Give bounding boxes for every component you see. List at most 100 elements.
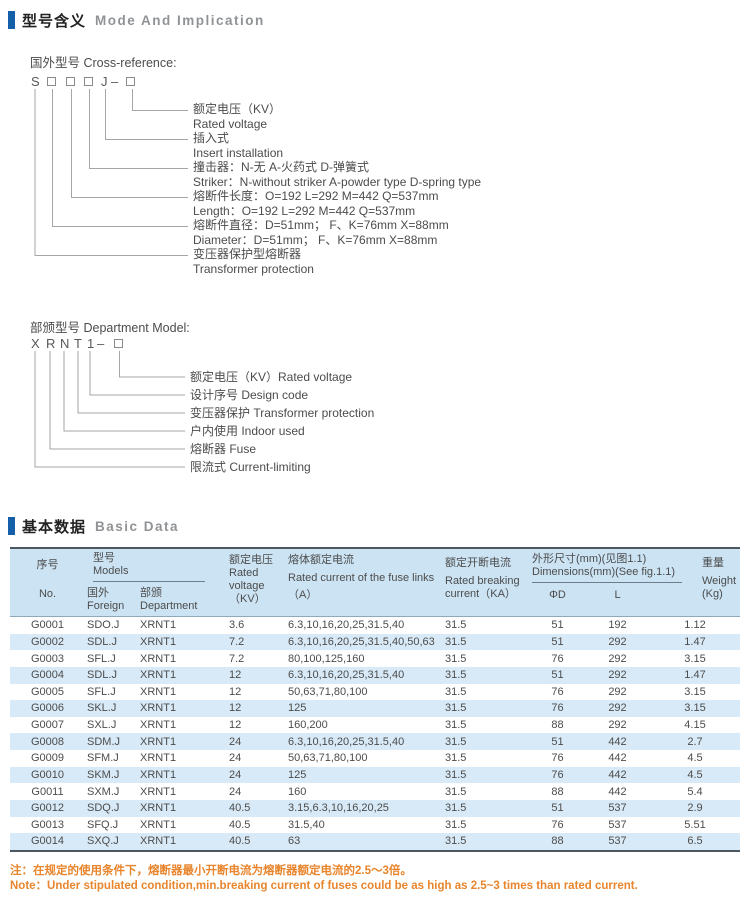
table-row: G0014 SXQ.J XRNT1 40.5 63 31.5 88 537 6.… [10,833,740,850]
cell-fuse-current: 6.3,10,16,20,25,31.5,40 [288,735,405,748]
cell-fuse-current: 80,100,125,160 [288,652,365,665]
diagram-department-caption: 部颁型号 Department Model: [30,321,190,335]
cell-weight: 5.51 [684,818,706,831]
cell-no: G0010 [30,768,65,781]
model-code-label: 限流式 Current-limiting [190,460,311,474]
label-cn: 插入式 [193,131,230,145]
cell-length: 292 [608,669,627,682]
cell-voltage: 24 [229,785,242,798]
section-accent-bar [8,517,15,535]
cell-diameter: 76 [551,685,564,698]
col-header-diameter: ΦD [549,589,566,601]
table-row: G0012 SDQ.J XRNT1 40.5 3.15,6.3,10,16,20… [10,799,740,817]
section-accent-bar [8,11,15,29]
model-placeholder-box [47,77,56,86]
cell-foreign: SXL.J [87,719,117,732]
cell-weight: 3.15 [684,685,706,698]
cell-foreign: SKL.J [87,702,117,715]
model-code-label: 额定电压（KV）Rated voltage [190,370,353,384]
section-header-mode: 型号含义 Mode And Implication [8,9,265,31]
table-row: G0013 SFQ.J XRNT1 40.5 31.5,40 31.5 76 5… [10,817,740,834]
cell-no: G0009 [30,752,65,765]
cell-weight: 6.5 [687,835,703,848]
cell-weight: 1.47 [684,669,706,682]
cell-fuse-current: 125 [288,702,307,715]
cell-department: XRNT1 [140,768,177,781]
basic-data-table: 序号 No. 型号 Models 国外 Foreign 部颁 Departmen… [10,547,740,852]
label-cn: 额定电压（KV） [193,102,282,116]
model-code-label: 插入式 Insert installation [193,131,283,160]
cell-breaking-current: 31.5 [445,802,467,815]
cell-foreign: SFL.J [87,685,116,698]
cell-breaking-current: 31.5 [445,685,467,698]
cell-diameter: 76 [551,752,564,765]
cell-department: XRNT1 [140,669,177,682]
diagram-foreign-caption: 国外型号 Cross-reference: [30,56,177,70]
col-header-weight: 重量 Weight (Kg) [702,557,737,600]
footnote-en: Note：Under stipulated condition,min.brea… [10,880,638,892]
cell-voltage: 24 [229,752,242,765]
cell-weight: 1.47 [684,635,706,648]
cell-length: 292 [608,702,627,715]
cell-voltage: 24 [229,735,242,748]
table-row: G0007 SXL.J XRNT1 12 160,200 31.5 88 292… [10,717,740,734]
table-row: G0002 SDL.J XRNT1 7.2 6.3,10,16,20,25,31… [10,633,740,651]
cell-no: G0004 [30,669,65,682]
section-title-en: Basic Data [95,518,180,534]
cell-no: G0012 [30,802,65,815]
cell-length: 292 [608,685,627,698]
cell-breaking-current: 31.5 [445,768,467,781]
cell-diameter: 51 [551,669,564,682]
cell-department: XRNT1 [140,685,177,698]
cell-length: 192 [608,619,627,632]
cell-weight: 5.4 [687,785,703,798]
cell-voltage: 3.6 [229,619,245,632]
cell-no: G0011 [31,785,64,798]
cell-weight: 4.5 [687,752,703,765]
cell-department: XRNT1 [140,619,177,632]
model-code-label: 熔断器 Fuse [190,442,257,456]
cell-foreign: SFL.J [87,652,116,665]
cell-breaking-current: 31.5 [445,702,467,715]
cell-foreign: SXQ.J [87,835,119,848]
model-char: N [60,336,70,351]
cell-length: 442 [608,785,627,798]
cell-voltage: 12 [229,669,242,682]
cell-voltage: 12 [229,702,242,715]
cell-length: 442 [608,752,627,765]
cell-weight: 3.15 [684,702,706,715]
cell-diameter: 88 [551,719,564,732]
cell-voltage: 40.5 [229,835,251,848]
cell-fuse-current: 50,63,71,80,100 [288,752,368,765]
cell-foreign: SFM.J [87,752,119,765]
table-row: G0003 SFL.J XRNT1 7.2 80,100,125,160 31.… [10,650,740,667]
section-title-cn: 基本数据 [22,518,87,536]
cell-department: XRNT1 [140,818,177,831]
cell-department: XRNT1 [140,835,177,848]
cell-foreign: SXM.J [87,785,120,798]
cell-voltage: 7.2 [229,652,245,665]
cell-fuse-current: 125 [288,768,307,781]
label-en: Insert installation [193,145,284,160]
cell-fuse-current: 6.3,10,16,20,25,31.5,40 [288,669,405,682]
cell-weight: 2.9 [687,802,703,815]
col-header-voltage: 额定电压 Rated voltage （KV） [229,554,273,605]
model-code-label: 户内使用 Indoor used [190,424,305,438]
cell-breaking-current: 31.5 [445,752,467,765]
cell-department: XRNT1 [140,735,177,748]
cell-length: 537 [608,818,627,831]
cell-fuse-current: 50,63,71,80,100 [288,685,368,698]
model-char: R [46,336,56,351]
label-en: Transformer protection [193,261,314,276]
cell-diameter: 88 [551,785,564,798]
table-row: G0006 SKL.J XRNT1 12 125 31.5 76 292 3.1… [10,700,740,717]
model-placeholder-box [84,77,93,86]
cell-breaking-current: 31.5 [445,669,467,682]
dimensions-underline [532,582,682,583]
section-title-en: Mode And Implication [95,12,265,28]
table-row: G0008 SDM.J XRNT1 24 6.3,10,16,20,25,31.… [10,733,740,750]
cell-weight: 1.12 [684,619,706,632]
cell-department: XRNT1 [140,785,177,798]
cell-no: G0002 [30,635,65,648]
